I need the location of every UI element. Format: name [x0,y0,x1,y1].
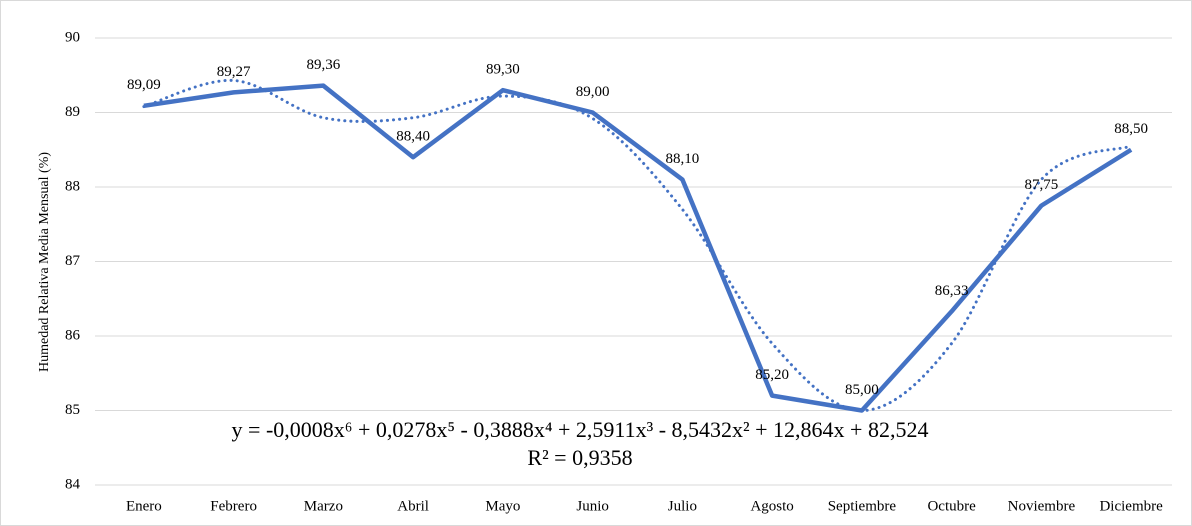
data-label: 89,36 [307,57,341,73]
y-tick-label: 90 [65,29,80,45]
x-tick-label: Diciembre [1099,498,1163,514]
data-label: 89,00 [576,84,610,100]
x-tick-label: Junio [576,498,609,514]
data-label: 85,20 [755,367,789,383]
trend-equation: y = -0,0008x⁶ + 0,0278x⁵ - 0,3888x⁴ + 2,… [232,417,929,442]
data-label: 89,27 [217,64,251,80]
x-tick-label: Enero [126,498,162,514]
data-label: 89,09 [127,77,161,93]
x-tick-label: Septiembre [828,498,897,514]
x-tick-label: Mayo [485,498,520,514]
y-tick-label: 86 [65,327,81,343]
x-tick-label: Octubre [927,498,976,514]
y-tick-label: 89 [65,104,80,120]
x-tick-label: Noviembre [1008,498,1076,514]
series-line [143,83,1133,413]
trend-r-squared: R² = 0,9358 [527,445,632,470]
data-label: 85,00 [845,382,879,398]
data-label: 88,40 [396,129,430,145]
y-tick-label: 88 [65,178,80,194]
data-label: 88,50 [1114,121,1148,137]
x-tick-label: Febrero [210,498,257,514]
data-label: 89,30 [486,62,520,78]
x-tick-label: Marzo [304,498,343,514]
y-tick-label: 85 [65,402,80,418]
y-axis-title: Humedad Relativa Media Mensual (%) [37,152,52,372]
data-label: 86,33 [935,283,969,299]
y-tick-label: 87 [65,253,81,269]
x-tick-label: Julio [668,498,697,514]
data-label: 88,10 [666,151,700,167]
trendline [142,78,1133,413]
y-tick-label: 84 [65,476,81,492]
x-tick-label: Abril [397,498,429,514]
data-label: 87,75 [1025,177,1059,193]
x-tick-label: Agosto [750,498,793,514]
